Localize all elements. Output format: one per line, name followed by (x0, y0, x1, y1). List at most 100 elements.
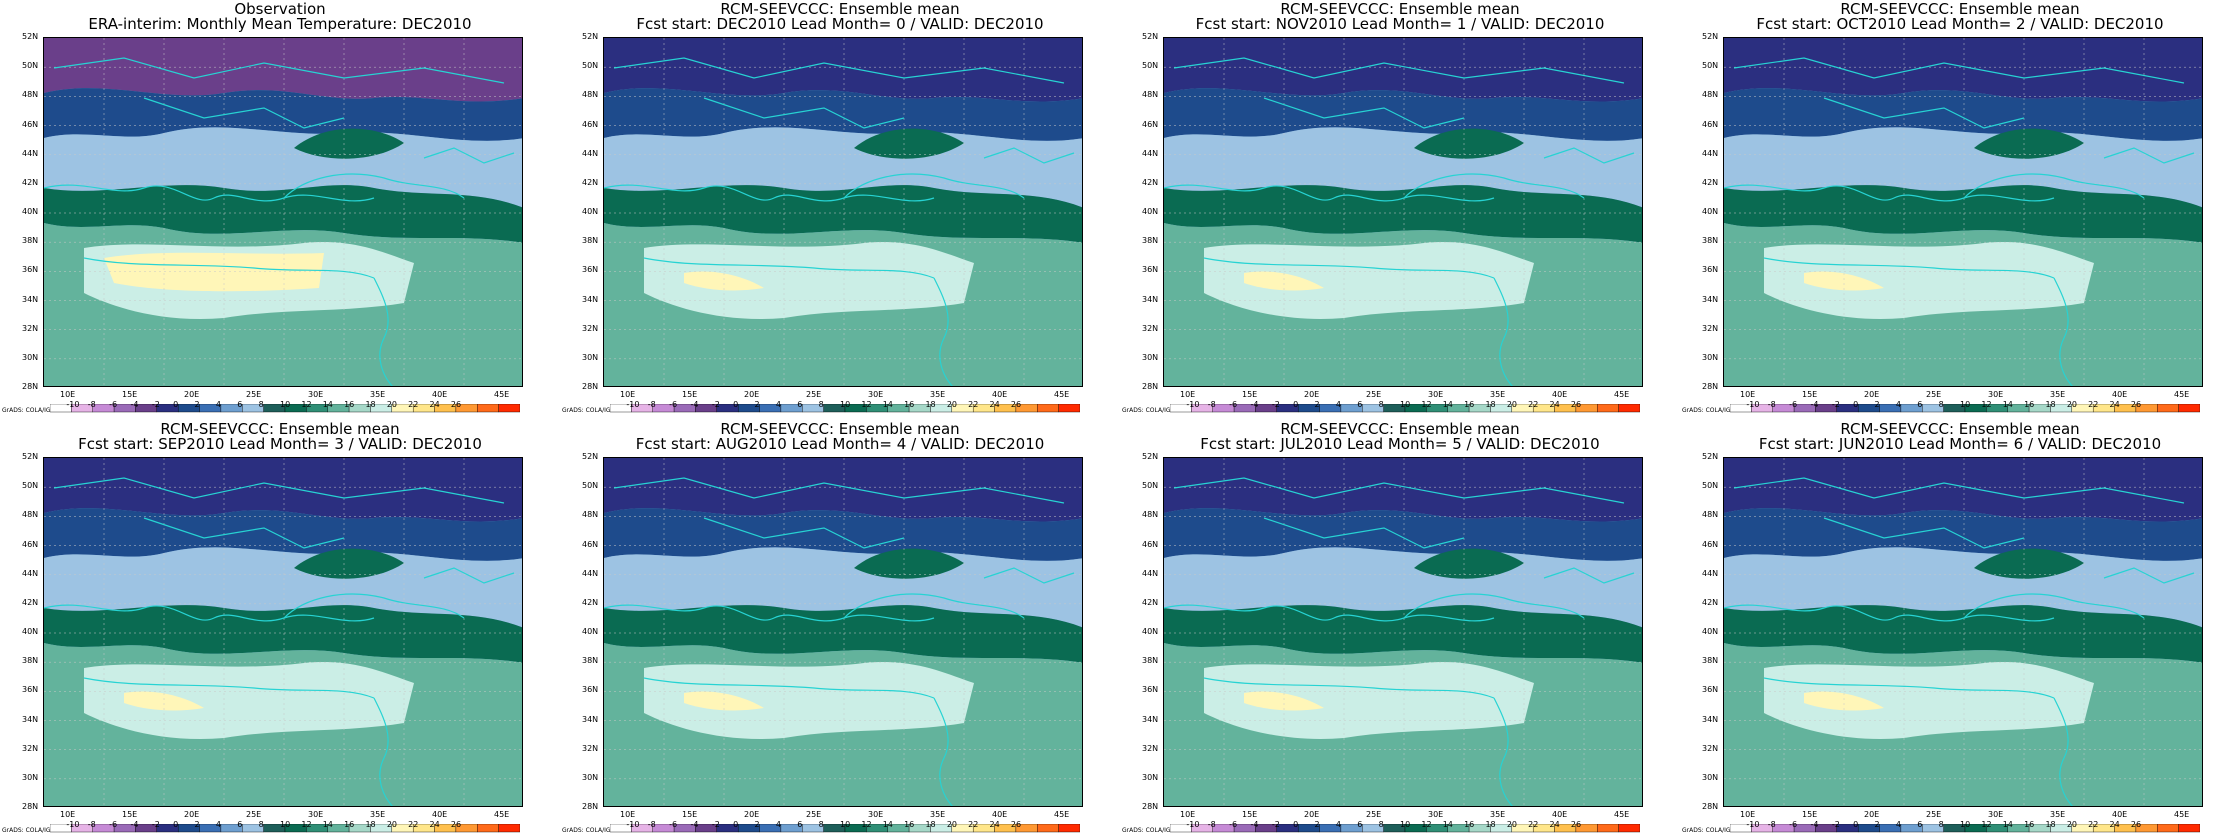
map-area (43, 457, 523, 807)
lat-label: 52N (582, 452, 599, 461)
coastline (2103, 147, 2195, 164)
map-panel: RCM-SEEVCCC: Ensemble mean Fcst start: NO… (1120, 0, 1680, 420)
map-svg (604, 38, 1082, 386)
lat-label: 28N (582, 802, 599, 811)
lat-label: 44N (1702, 148, 1719, 158)
colorbar-label: 12 (861, 820, 872, 829)
mild-band (1164, 547, 1642, 628)
lat-label: 44N (1142, 568, 1159, 578)
colorbar-label: -2 (151, 820, 160, 829)
hot-patch (1244, 691, 1324, 711)
colorbar-label: 2 (1874, 820, 1880, 829)
green-lens (294, 548, 404, 579)
lat-label: 50N (582, 61, 599, 71)
colorbar-label: 0 (1293, 820, 1299, 829)
lat-label: 28N (22, 382, 39, 391)
colorbar-label: 22 (408, 400, 419, 409)
colorbar-label: 12 (1421, 820, 1432, 829)
colorbar-label: 16 (1464, 820, 1475, 829)
map-area (1723, 37, 2203, 387)
colorbar-label: -8 (1207, 820, 1216, 829)
lon-label: 45E (1614, 810, 1630, 819)
lon-label: 35E (930, 390, 946, 399)
map-svg (1164, 38, 1642, 386)
lat-label: 42N (1142, 597, 1159, 607)
colorbar-label: -8 (1207, 400, 1216, 409)
coastline (843, 173, 1025, 199)
lon-label: 45E (1614, 390, 1630, 399)
lat-label: 52N (1142, 452, 1159, 461)
lon-label: 25E (1926, 390, 1942, 399)
lat-label: 32N (582, 323, 599, 333)
coastline (703, 517, 905, 549)
coastline (643, 677, 935, 699)
map-panel: RCM-SEEVCCC: Ensemble mean Fcst start: OC… (1680, 0, 2240, 420)
lon-label: 10E (60, 390, 76, 399)
credit-text: GrADS: COLA/IGES (2, 407, 59, 414)
colorbar-label: -6 (1229, 820, 1238, 829)
mild-band (604, 547, 1082, 628)
lat-label: 38N (22, 236, 39, 246)
cold-band-2 (44, 88, 522, 141)
cold-band-2 (604, 508, 1082, 561)
lat-label: 40N (22, 627, 39, 636)
lon-label: 30E (1988, 390, 2004, 399)
map-svg (1164, 458, 1642, 806)
colorbar-label: -8 (1767, 820, 1776, 829)
colorbar (610, 824, 1080, 833)
cold-band-north (1164, 458, 1642, 522)
colorbar-label: 6 (237, 820, 243, 829)
lon-label: 15E (122, 390, 138, 399)
coastline (1823, 97, 2025, 129)
cold-band-north (1164, 38, 1642, 102)
colorbar-segment (1618, 404, 1640, 413)
map-area (1723, 457, 2203, 807)
colorbar-label: 26 (1570, 820, 1582, 829)
colorbar-label: 12 (301, 400, 312, 409)
lon-label: 30E (1988, 810, 2004, 819)
colorbar-label: 20 (2066, 400, 2077, 409)
lat-label: 36N (22, 685, 39, 695)
lon-label: 35E (370, 810, 386, 819)
colorbar-label: 20 (1506, 820, 1517, 829)
colorbar-label: 8 (1938, 400, 1944, 409)
coastline (1724, 604, 2055, 622)
lon-label: 35E (370, 390, 386, 399)
panel-subtitle: Fcst start: JUN2010 Lead Month= 6 / VALI… (1758, 435, 2162, 453)
coastline (1733, 477, 2185, 504)
colorbar-label: 20 (386, 820, 397, 829)
lat-label: 42N (582, 597, 599, 607)
colorbar-label: -6 (109, 820, 118, 829)
colorbar-label: 18 (1485, 400, 1496, 409)
colorbar-label: 14 (1442, 400, 1453, 409)
lon-label: 20E (744, 810, 760, 819)
colorbar-label: -2 (711, 400, 720, 409)
coastline (1403, 593, 1585, 619)
colorbar-label: 20 (1506, 400, 1517, 409)
panel-title: RCM-SEEVCCC: Ensemble mean (1840, 420, 2080, 438)
colorbar-label: 4 (215, 820, 221, 829)
colorbar-label: 22 (2088, 400, 2099, 409)
colorbar-label: 0 (733, 400, 739, 409)
credit-text: GrADS: COLA/IGES (1682, 407, 1739, 414)
lat-label: 48N (582, 90, 599, 100)
panel-subtitle: Fcst start: NOV2010 Lead Month= 1 / VALI… (1195, 15, 1605, 33)
coastline (1173, 477, 1625, 504)
colorbar-label: -10 (1186, 400, 1200, 409)
lat-label: 28N (1702, 802, 1719, 811)
coastal-band (1724, 185, 2202, 243)
colorbar-label: -2 (711, 820, 720, 829)
lat-label: 50N (1702, 481, 1719, 491)
colorbar-label: 16 (904, 820, 915, 829)
panel-subtitle: Fcst start: SEP2010 Lead Month= 3 / VALI… (78, 435, 482, 453)
coastline (604, 184, 935, 202)
cold-band-2 (1164, 88, 1642, 141)
colorbar-label: -6 (669, 820, 678, 829)
lat-label: 36N (22, 265, 39, 275)
colorbar-segment (2157, 404, 2179, 413)
lon-label: 40E (2112, 390, 2128, 399)
lat-label: 36N (1142, 685, 1159, 695)
colorbar-label: 24 (2109, 820, 2120, 829)
lat-label: 32N (1142, 743, 1159, 753)
colorbar-label: -6 (109, 400, 118, 409)
